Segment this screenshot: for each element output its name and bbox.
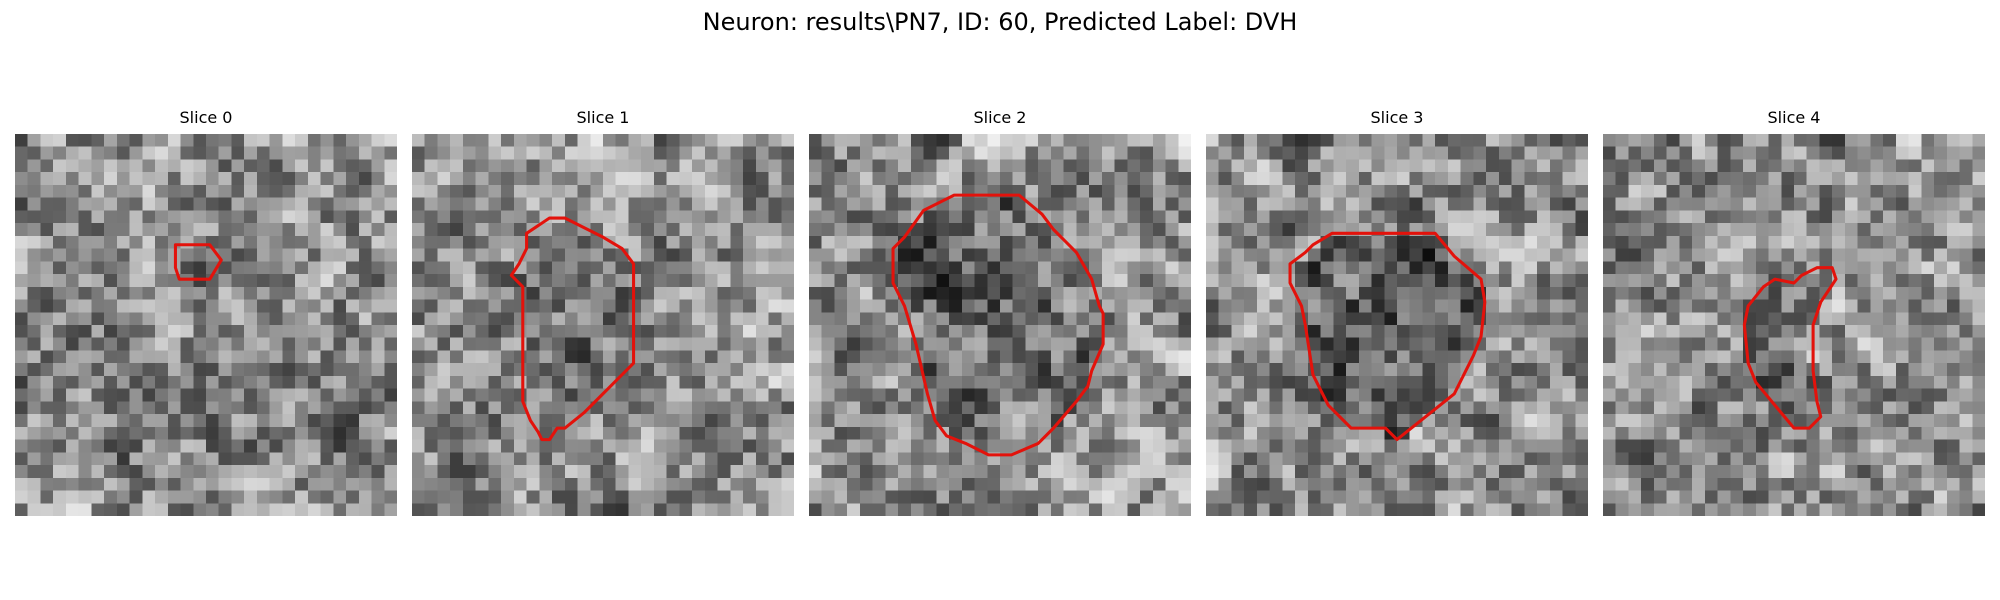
slice-panel-3: Slice 3 [1206,108,1588,516]
slice-title-0: Slice 0 [179,108,233,127]
slice-grayscale-image-4 [1603,134,1985,516]
slice-panel-2: Slice 2 [809,108,1191,516]
slice-panel-1: Slice 1 [412,108,794,516]
slice-panel-4: Slice 4 [1603,108,1985,516]
slice-panel-0: Slice 0 [15,108,397,516]
slice-title-1: Slice 1 [576,108,630,127]
slice-grayscale-image-3 [1206,134,1588,516]
slice-image-4 [1603,134,1985,516]
slice-image-1 [412,134,794,516]
slice-title-4: Slice 4 [1767,108,1821,127]
neuron-contour-3 [1288,231,1487,442]
slice-title-3: Slice 3 [1370,108,1424,127]
neuron-contour-4 [1742,266,1838,430]
slice-title-2: Slice 2 [973,108,1027,127]
slice-contour-overlay-2 [891,193,1105,457]
slice-contour-overlay-3 [1288,231,1487,442]
slice-grayscale-image-1 [412,134,794,516]
slice-grayscale-image-2 [809,134,1191,516]
slice-image-2 [809,134,1191,516]
slice-image-0 [15,134,397,516]
neuron-contour-2 [891,193,1105,457]
slice-contour-overlay-1 [509,216,636,442]
slice-image-3 [1206,134,1588,516]
neuron-contour-1 [509,216,636,442]
slice-grayscale-image-0 [15,134,397,516]
figure-title: Neuron: results\PN7, ID: 60, Predicted L… [702,8,1298,36]
slice-contour-overlay-0 [173,243,223,281]
neuron-contour-0 [173,243,223,281]
slice-contour-overlay-4 [1742,266,1838,430]
